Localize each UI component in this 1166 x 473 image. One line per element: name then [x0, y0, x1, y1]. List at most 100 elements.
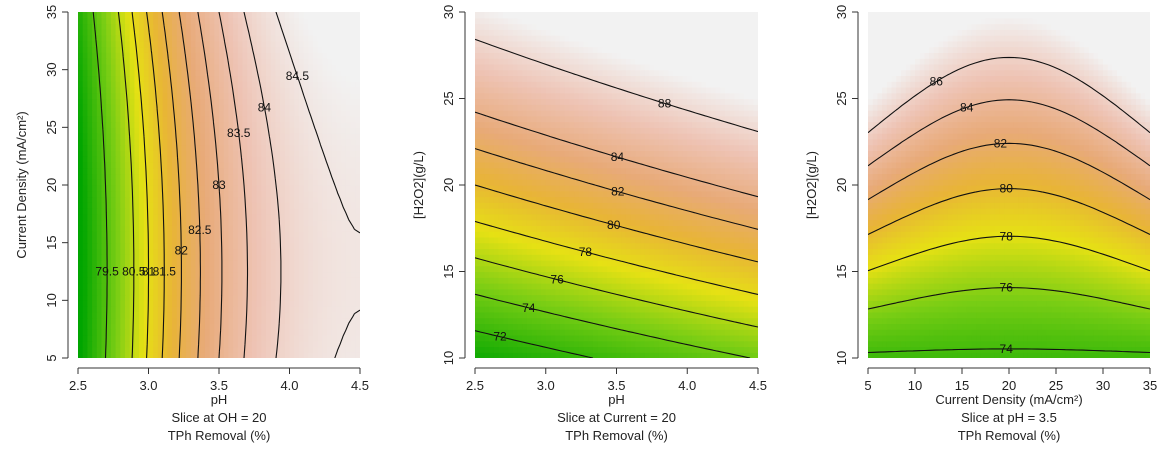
heatmap-cell [522, 236, 528, 244]
heatmap-cell [270, 127, 276, 134]
heatmap-cell [616, 242, 622, 250]
heatmap-cell [96, 35, 103, 42]
heatmap-cell [176, 121, 182, 128]
heatmap-cell [172, 259, 178, 267]
heatmap-cell [663, 248, 669, 255]
heatmap-cell [696, 352, 702, 358]
heatmap-cell [219, 144, 225, 151]
heatmap-cell [355, 329, 360, 336]
heatmap-cell [251, 306, 258, 313]
heatmap-cell [289, 248, 295, 255]
heatmap-cell [522, 277, 528, 284]
heatmap-cell [308, 300, 314, 307]
heatmap-cell [327, 69, 333, 77]
heatmap-cell [125, 69, 131, 77]
heatmap-cell [233, 17, 239, 25]
heatmap-cell [96, 202, 103, 209]
heatmap-cell [256, 283, 262, 290]
heatmap-cell [247, 288, 253, 296]
heatmap-cell [748, 271, 754, 278]
heatmap-cell [195, 23, 201, 30]
heatmap-cell [592, 242, 599, 250]
heatmap-cell [186, 69, 192, 77]
heatmap-cell [303, 63, 309, 71]
heatmap-cell [256, 248, 262, 255]
heatmap-cell [172, 242, 178, 250]
heatmap-cell [508, 340, 514, 348]
heatmap-cell [251, 81, 258, 88]
heatmap-cell [172, 69, 178, 77]
heatmap-cell [696, 248, 702, 255]
heatmap-cell [129, 161, 135, 169]
heatmap-cell [691, 248, 698, 255]
heatmap-cell [204, 323, 211, 330]
heatmap-cell [209, 127, 215, 134]
heatmap-cell [574, 340, 580, 348]
heatmap-cell [284, 190, 291, 198]
heatmap-cell [110, 219, 117, 226]
heatmap-cell [555, 317, 561, 324]
heatmap-cell [110, 40, 117, 48]
heatmap-cell [200, 225, 206, 232]
heatmap-cell [341, 52, 347, 59]
heatmap-cell [110, 127, 117, 134]
heatmap-cell [569, 265, 575, 273]
heatmap-cell [143, 150, 150, 157]
heatmap-cell [682, 254, 688, 261]
heatmap-cell [134, 311, 140, 319]
heatmap-cell [569, 317, 575, 324]
heatmap-cell [120, 23, 126, 30]
heatmap-cell [92, 12, 98, 19]
heatmap-cell [233, 288, 239, 296]
heatmap-cell [355, 294, 360, 301]
heatmap-cell [313, 329, 319, 336]
heatmap-cell [176, 277, 182, 284]
heatmap-cell [120, 271, 126, 278]
heatmap-cell [317, 23, 323, 30]
heatmap-cell [517, 236, 523, 244]
heatmap-cell [242, 46, 248, 53]
heatmap-cell [200, 300, 206, 307]
heatmap-cell [564, 306, 570, 313]
heatmap-cell [578, 323, 585, 330]
heatmap-cell [691, 288, 698, 296]
contour-lines [92, 12, 360, 358]
heatmap-cell [256, 58, 262, 65]
heatmap-cell [303, 156, 309, 163]
heatmap-cell [720, 236, 726, 244]
heatmap-cell [355, 248, 360, 255]
heatmap-cell [512, 294, 519, 301]
heatmap-cell [350, 23, 356, 30]
heatmap-cell [355, 133, 360, 140]
heatmap-cell [101, 12, 107, 19]
heatmap-cell [280, 161, 286, 169]
heatmap-cell [195, 63, 201, 71]
heatmap-cell [322, 334, 328, 342]
heatmap-cell [176, 283, 182, 290]
heatmap-cell [696, 346, 702, 353]
heatmap-cell [327, 104, 333, 111]
heatmap-cell [242, 259, 248, 267]
heatmap-cell [242, 323, 248, 330]
heatmap-cell [484, 254, 490, 261]
heatmap-cell [256, 213, 262, 221]
heatmap-cell [616, 231, 622, 238]
heatmap-cell [303, 121, 309, 128]
heatmap-cell [219, 185, 225, 192]
heatmap-cell [729, 248, 736, 255]
heatmap-cell [251, 311, 258, 319]
heatmap-cell [545, 300, 552, 307]
heatmap-cell [350, 329, 356, 336]
heatmap-cell [110, 248, 117, 255]
heatmap-cell [522, 225, 528, 232]
heatmap-cell [233, 29, 239, 36]
heatmap-cell [350, 161, 356, 169]
heatmap-cell [611, 300, 618, 307]
heatmap-cell [101, 254, 107, 261]
heatmap-cell [223, 52, 229, 59]
heatmap-cell [101, 300, 107, 307]
heatmap-cell [635, 329, 641, 336]
heatmap-cell [493, 236, 500, 244]
heatmap-cell [303, 92, 309, 100]
heatmap-cell [172, 317, 178, 324]
